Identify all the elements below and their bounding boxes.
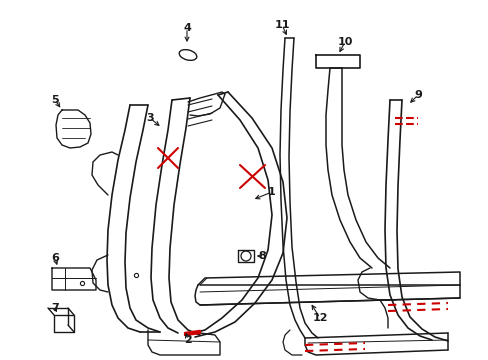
Text: 2: 2 <box>184 335 191 345</box>
Text: 7: 7 <box>51 303 59 313</box>
Text: 12: 12 <box>312 313 327 323</box>
Text: 9: 9 <box>413 90 421 100</box>
Text: 5: 5 <box>51 95 59 105</box>
Text: 4: 4 <box>183 23 190 33</box>
Text: 8: 8 <box>258 251 265 261</box>
Text: 10: 10 <box>337 37 352 47</box>
Text: 3: 3 <box>146 113 154 123</box>
Text: 11: 11 <box>274 20 289 30</box>
Text: 6: 6 <box>51 253 59 263</box>
Text: 1: 1 <box>267 187 275 197</box>
